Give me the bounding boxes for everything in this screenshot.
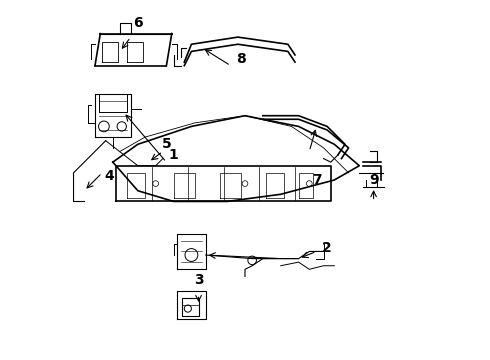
Text: 3: 3 xyxy=(194,273,203,287)
Text: 7: 7 xyxy=(312,173,321,187)
Text: 1: 1 xyxy=(169,148,178,162)
Text: 9: 9 xyxy=(369,173,378,187)
Text: 8: 8 xyxy=(237,51,246,66)
Text: 6: 6 xyxy=(133,16,143,30)
Text: 4: 4 xyxy=(104,170,114,184)
Text: 2: 2 xyxy=(322,241,332,255)
Text: 5: 5 xyxy=(162,137,172,151)
